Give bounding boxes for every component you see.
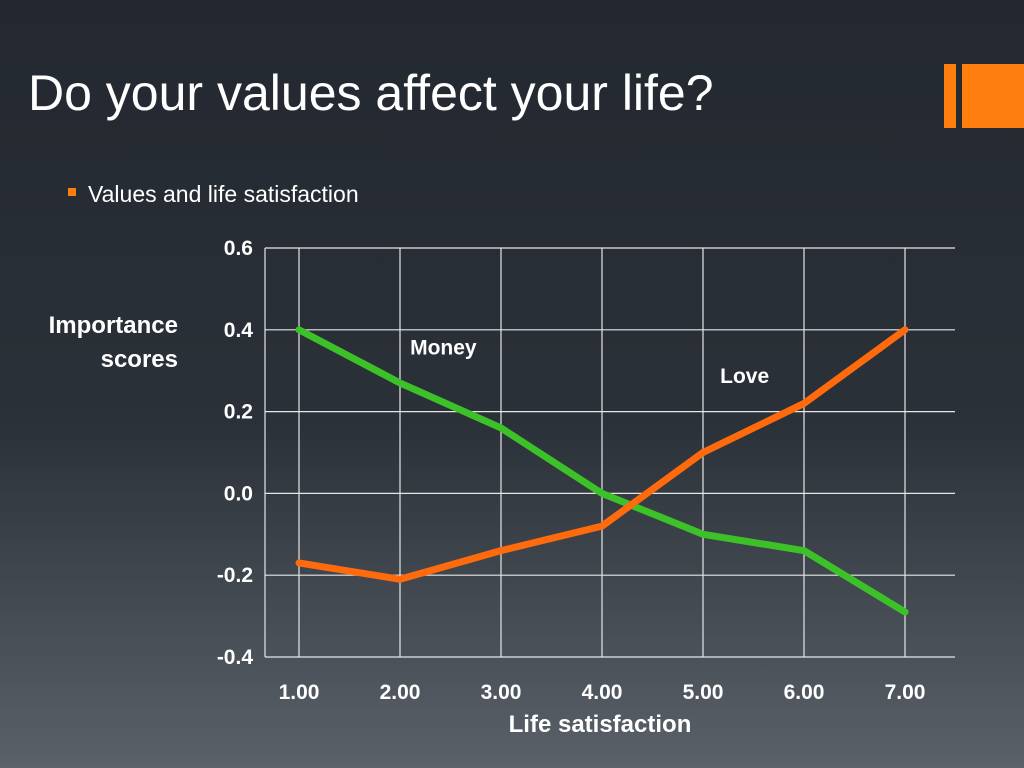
y-axis-title-line-2: scores [100,346,178,373]
slide-title: Do your values affect your life? [28,65,714,121]
y-tick-label: 0.6 [224,237,253,260]
x-tick-label: 6.00 [784,681,825,704]
series-line-money [295,326,909,616]
x-tick-label: 2.00 [380,681,421,704]
y-tick-label: 0.2 [224,401,253,424]
bullet-square-icon [68,187,76,196]
y-tick-label: -0.2 [217,564,253,587]
annotation-money: Money [410,336,477,359]
x-tick-label: 1.00 [279,681,320,704]
x-tick-label: 5.00 [683,681,724,704]
x-tick-label: 3.00 [481,681,522,704]
accent-bar-wide [962,64,1024,128]
x-tick-label: 7.00 [885,681,926,704]
y-axis-title: Importance scores [0,309,178,377]
accent-bar-thin [944,64,956,128]
y-tick-label: 0.4 [224,319,254,342]
y-tick-label: 0.0 [224,482,253,505]
x-axis-title: Life satisfaction [509,711,692,738]
x-tick-label: 4.00 [582,681,623,704]
bullet-text: Values and life satisfaction [88,181,359,207]
annotation-love: Love [720,365,769,388]
y-axis-title-line-1: Importance [48,312,178,339]
y-tick-label: -0.4 [217,646,254,669]
bullet-item: Values and life satisfaction [68,181,359,208]
series-line-love [295,326,909,583]
